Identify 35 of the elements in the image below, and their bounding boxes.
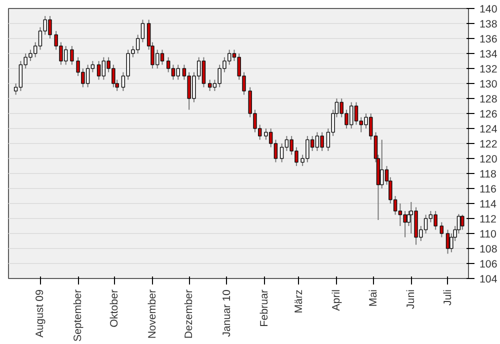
x-tick-label: Juni <box>405 289 418 310</box>
x-tick-label: Oktober <box>108 289 121 328</box>
x-tick-label: November <box>146 289 158 339</box>
y-tick-label: 126 <box>480 108 498 120</box>
x-tick-label: September <box>72 289 84 342</box>
y-tick-label: 114 <box>480 198 497 210</box>
y-tick-label: 110 <box>480 228 497 240</box>
candlestick <box>446 229 450 254</box>
y-tick-label: 130 <box>480 78 498 90</box>
x-tick-label: Januar 10 <box>220 289 233 337</box>
y-tick-label: 134 <box>480 48 498 60</box>
candlestick <box>70 46 74 66</box>
y-tick-label: 140 <box>480 4 498 16</box>
y-tick-label: 120 <box>480 154 498 166</box>
y-tick-label: 116 <box>480 184 497 196</box>
y-tick-label: 112 <box>480 214 497 226</box>
x-tick-label: Mai <box>367 290 380 307</box>
x-tick-label: Juli <box>442 289 454 306</box>
y-tick-label: 108 <box>480 244 498 256</box>
y-tick-label: 122 <box>480 138 498 150</box>
x-tick-label: Dezember <box>183 289 196 339</box>
x-tick-label: April <box>330 289 343 311</box>
candlestick <box>460 214 464 230</box>
y-tick-label: 138 <box>480 18 498 30</box>
y-tick-label: 118 <box>480 168 497 180</box>
y-tick-label: 104 <box>480 274 498 286</box>
y-tick-label: 106 <box>480 258 498 270</box>
y-tick-label: 132 <box>480 64 498 76</box>
candlestick <box>440 222 444 238</box>
x-tick-label: März <box>292 289 305 314</box>
x-tick-label: Februar <box>258 289 271 327</box>
y-tick-label: 128 <box>480 94 498 106</box>
y-tick-label: 124 <box>480 124 498 136</box>
y-tick-label: 136 <box>480 34 498 46</box>
x-tick-label: August 09 <box>34 289 46 338</box>
